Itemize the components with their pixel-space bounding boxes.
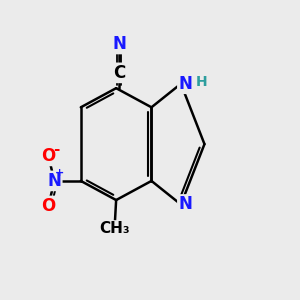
- Text: CH₃: CH₃: [99, 221, 130, 236]
- Text: N: N: [112, 35, 126, 53]
- Text: N: N: [178, 75, 192, 93]
- Text: O: O: [41, 147, 56, 165]
- Text: -: -: [53, 142, 60, 157]
- Text: N: N: [178, 196, 192, 214]
- Text: H: H: [196, 75, 208, 89]
- Text: +: +: [55, 168, 64, 178]
- Text: C: C: [113, 64, 125, 82]
- Text: N: N: [47, 172, 61, 190]
- Text: O: O: [41, 197, 56, 215]
